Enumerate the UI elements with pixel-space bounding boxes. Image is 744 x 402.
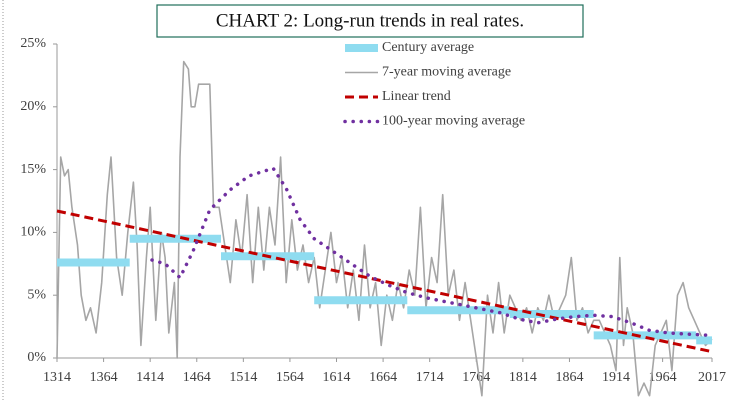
x-tick-label: 1564 — [276, 370, 304, 385]
x-tick-label: 1864 — [555, 370, 583, 385]
x-tick-label: 1614 — [323, 370, 351, 385]
x-tick-label: 1364 — [90, 370, 118, 385]
x-tick-label: 1314 — [43, 370, 71, 385]
x-tick-label: 2017 — [698, 370, 726, 385]
legend-label: 100-year moving average — [382, 114, 525, 129]
x-tick-label: 1914 — [602, 370, 630, 385]
y-tick-label: 20% — [20, 99, 46, 114]
x-tick-label: 1664 — [369, 370, 397, 385]
x-tick-label: 1714 — [416, 370, 444, 385]
x-tick-label: 1464 — [183, 370, 211, 385]
series-line — [56, 60, 713, 397]
y-tick-label: 15% — [20, 162, 46, 177]
x-tick-label: 1514 — [229, 370, 257, 385]
y-tick-label: 0% — [27, 350, 46, 365]
legend-label: Linear trend — [382, 89, 451, 104]
series-line — [56, 209, 713, 354]
legend-label: Century average — [382, 40, 474, 55]
x-tick-label: 1764 — [462, 370, 490, 385]
chart-title: CHART 2: Long-run trends in real rates. — [216, 10, 524, 31]
x-tick-label: 1814 — [509, 370, 537, 385]
y-tick-label: 5% — [27, 287, 46, 302]
y-tick-label: 25% — [20, 36, 46, 51]
y-tick-label: 10% — [20, 225, 46, 240]
x-tick-label: 1414 — [136, 370, 164, 385]
title-box — [156, 4, 584, 38]
legend-label: 7-year moving average — [382, 65, 511, 80]
series-line — [57, 234, 712, 345]
x-tick-label: 1964 — [649, 370, 677, 385]
